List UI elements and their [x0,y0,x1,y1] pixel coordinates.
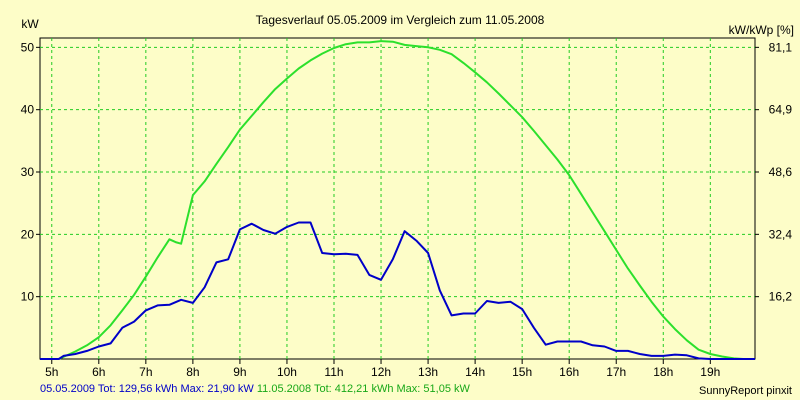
y-left-tick-label: 50 [21,40,35,54]
x-tick-label: 18h [653,365,673,379]
y-left-tick-label: 30 [21,165,35,179]
y-right-tick-label: 32,4 [769,227,793,241]
y-right-tick-label: 48,6 [769,165,793,179]
x-tick-label: 6h [92,365,105,379]
legend: 05.05.2009 Tot: 129,56 kWh Max: 21,90 kW… [40,383,470,395]
y-left-tick-label: 40 [21,103,35,117]
x-tick-label: 5h [45,365,58,379]
y-right-tick-label: 81,1 [769,40,793,54]
x-tick-label: 17h [606,365,626,379]
series-line-2008 [40,40,755,360]
x-tick-label: 19h [700,365,720,379]
grid [40,38,755,359]
chart-title: Tagesverlauf 05.05.2009 im Vergleich zum… [256,13,545,27]
x-tick-label: 9h [233,365,246,379]
credit-text: SunnyReport pinxit [699,385,792,397]
y-right-tick-label: 16,2 [769,290,793,304]
y-left-tick-label: 20 [21,227,35,241]
x-tick-label: 16h [559,365,579,379]
x-tick-label: 14h [465,365,485,379]
y-left-tick-label: 10 [21,290,35,304]
x-tick-label: 10h [277,365,297,379]
axis-ticks: 5h 6h 7h 8h 9h 10h 11h 12h 13h 14h 15h 16h 17h 18h 19h… [21,40,793,379]
y-axis-right-label: kW/kWp [%] [729,23,794,37]
x-tick-label: 13h [418,365,438,379]
legend-series-2: 11.05.2008 Tot: 412,21 kWh Max: 51,05 kW [256,383,470,395]
x-tick-label: 12h [371,365,391,379]
x-tick-label: 11h [324,365,343,379]
series-line-2009 [40,221,755,360]
x-tick-label: 7h [139,365,152,379]
series-group [40,40,755,360]
x-tick-label: 8h [186,365,199,379]
x-tick-label: 15h [512,365,532,379]
y-axis-left-label: kW [21,17,39,31]
y-right-tick-label: 64,9 [769,103,793,117]
legend-series-1: 05.05.2009 Tot: 129,56 kWh Max: 21,90 kW [40,383,254,395]
